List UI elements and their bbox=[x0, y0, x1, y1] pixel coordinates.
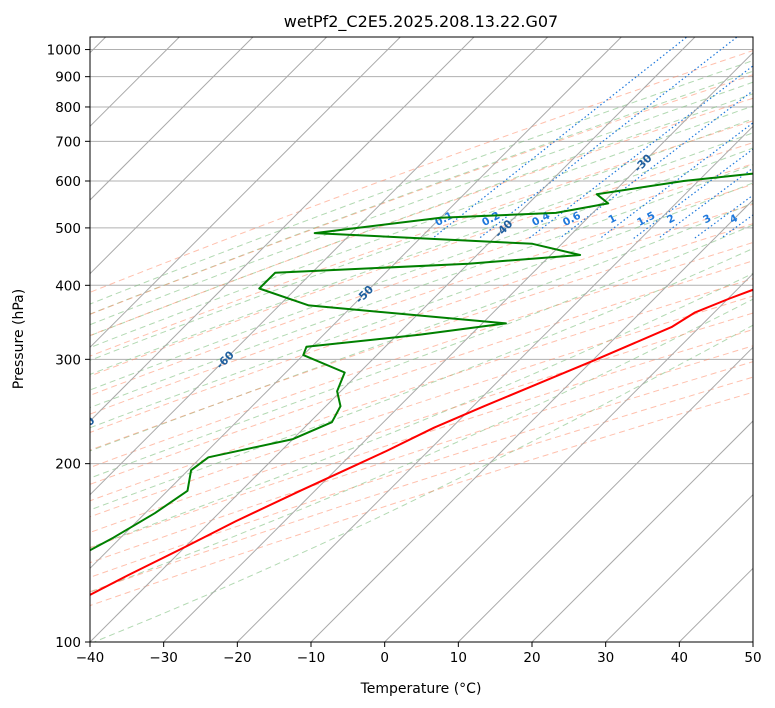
isotherm-line bbox=[163, 51, 753, 642]
dry-adiabat bbox=[90, 120, 753, 357]
y-tick-label: 100 bbox=[55, 635, 81, 651]
isotherm-line bbox=[605, 493, 753, 642]
x-tick-label: −10 bbox=[297, 650, 326, 666]
moist-adiabat bbox=[90, 224, 753, 479]
isotherm-label: -70 bbox=[74, 414, 97, 437]
moist-adiabat bbox=[90, 60, 753, 305]
y-tick-label: 200 bbox=[55, 457, 81, 473]
plot-frame bbox=[89, 36, 754, 643]
isotherm-line bbox=[531, 420, 753, 642]
isotherm-line bbox=[90, 37, 328, 275]
plot-area-background bbox=[90, 37, 753, 642]
moist-adiabat bbox=[90, 298, 753, 593]
x-tick-label: −40 bbox=[76, 650, 105, 666]
moist-adiabat bbox=[90, 118, 753, 361]
y-tick-label: 900 bbox=[55, 70, 81, 86]
x-tick-label: 30 bbox=[597, 650, 614, 666]
dry-adiabat bbox=[90, 142, 753, 377]
dry-adiabat bbox=[90, 361, 753, 578]
x-axis-ticks: −40 −30 −20 −10 0 10 20 30 40 50 bbox=[76, 642, 762, 666]
y-axis-label: Pressure (hPa) bbox=[11, 289, 27, 389]
dewpoint-profile-line bbox=[90, 172, 753, 552]
y-axis-ticks: 1000 900 800 700 600 500 400 300 200 100 bbox=[47, 43, 90, 651]
dry-adiabat bbox=[90, 260, 753, 485]
dry-adiabat bbox=[90, 241, 753, 469]
dry-adiabat bbox=[90, 295, 753, 518]
isotherm-line bbox=[90, 37, 549, 496]
isotherm-line bbox=[457, 346, 753, 642]
isotherm-line bbox=[90, 37, 696, 642]
x-tick-label: 40 bbox=[671, 650, 688, 666]
moist-adiabat bbox=[90, 247, 753, 511]
y-tick-label: 400 bbox=[55, 278, 81, 294]
mixing-ratio-line bbox=[559, 89, 753, 239]
isotherm-line bbox=[90, 37, 401, 349]
y-tick-label: 800 bbox=[55, 100, 81, 116]
mixing-ratio-line bbox=[432, 37, 688, 239]
dry-adiabat bbox=[90, 391, 753, 607]
moist-adiabat bbox=[90, 164, 753, 409]
sounding-series bbox=[90, 172, 753, 597]
moist-adiabat bbox=[90, 70, 753, 315]
x-tick-label: 0 bbox=[380, 650, 389, 666]
x-tick-label: 20 bbox=[523, 650, 540, 666]
x-tick-label: −30 bbox=[149, 650, 178, 666]
x-axis-label: Temperature (°C) bbox=[360, 681, 482, 697]
isotherm-line bbox=[90, 37, 475, 422]
y-tick-label: 500 bbox=[55, 221, 81, 237]
dry-adiabat bbox=[90, 203, 753, 433]
temperature-profile-line bbox=[90, 288, 753, 597]
moist-adiabat bbox=[90, 105, 753, 349]
moist-adiabat bbox=[90, 132, 753, 375]
y-tick-label: 300 bbox=[55, 352, 81, 368]
isotherm-line bbox=[90, 37, 622, 570]
isotherms bbox=[90, 37, 753, 642]
dry-adiabat bbox=[90, 97, 753, 337]
y-tick-label: 700 bbox=[55, 134, 81, 150]
x-tick-label: −20 bbox=[223, 650, 252, 666]
chart-title: wetPf2_C2E5.2025.208.13.22.G07 bbox=[284, 12, 558, 32]
dry-adiabats bbox=[90, 50, 753, 607]
plot-area: -100-90-80-70-60-50-40-30-20-10010203040… bbox=[74, 37, 753, 642]
isotherm-line bbox=[310, 199, 753, 642]
isotherm-line bbox=[384, 272, 753, 642]
moist-adiabat bbox=[90, 147, 753, 391]
y-tick-label: 1000 bbox=[47, 43, 81, 59]
y-tick-label: 600 bbox=[55, 174, 81, 190]
mixing-ratio-line bbox=[599, 122, 753, 239]
dry-adiabat bbox=[90, 329, 753, 549]
isotherm-line bbox=[90, 37, 254, 201]
moist-adiabats bbox=[90, 60, 753, 642]
x-tick-label: 50 bbox=[744, 650, 761, 666]
isotherm-line bbox=[236, 125, 753, 642]
x-tick-label: 10 bbox=[450, 650, 467, 666]
dry-adiabat bbox=[90, 50, 753, 293]
dry-adiabat bbox=[90, 163, 753, 396]
